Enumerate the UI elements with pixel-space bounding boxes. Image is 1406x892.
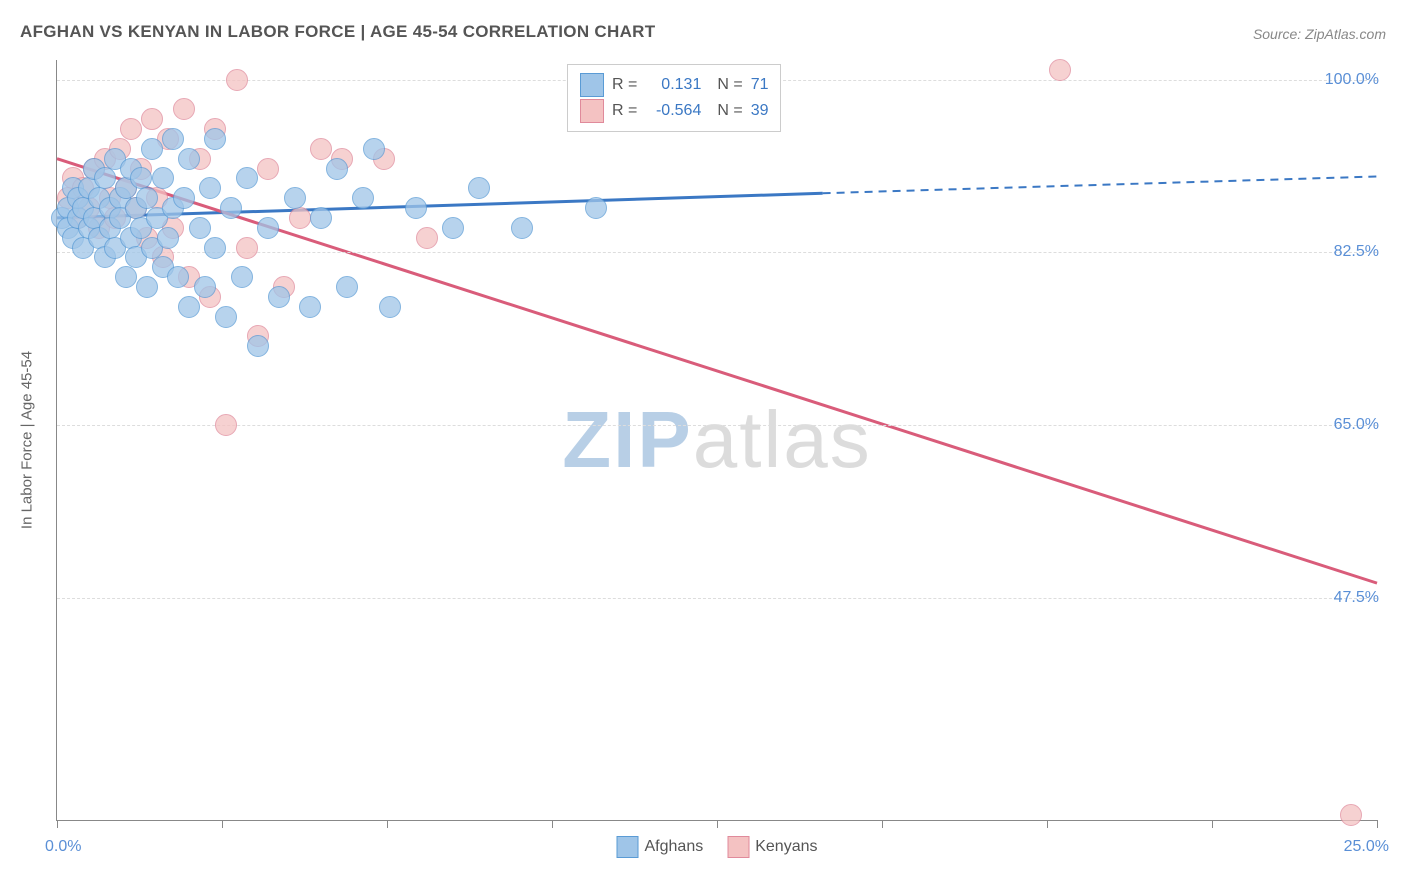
stats-a-r-value: 0.131: [645, 76, 701, 94]
scatter-point-b: [141, 108, 163, 130]
x-tick: [882, 820, 883, 828]
scatter-point-b: [1049, 59, 1071, 81]
scatter-point-b: [226, 69, 248, 91]
stats-b-n-label: N =: [717, 102, 742, 120]
correlation-stats-box: R = 0.131 N = 71 R = -0.564 N = 39: [567, 64, 781, 132]
scatter-point-a: [178, 148, 200, 170]
stats-swatch-b: [580, 99, 604, 123]
scatter-point-a: [204, 237, 226, 259]
x-axis-max-label: 25.0%: [1344, 838, 1389, 856]
scatter-point-b: [215, 414, 237, 436]
scatter-point-b: [120, 118, 142, 140]
scatter-point-a: [257, 217, 279, 239]
y-tick-label: 65.0%: [1334, 416, 1379, 434]
x-tick: [1212, 820, 1213, 828]
x-tick: [552, 820, 553, 828]
regression-line-b: [57, 159, 1377, 583]
scatter-point-a: [511, 217, 533, 239]
scatter-point-a: [141, 138, 163, 160]
scatter-point-a: [336, 276, 358, 298]
scatter-point-a: [268, 286, 290, 308]
source-attribution: Source: ZipAtlas.com: [1253, 26, 1386, 42]
scatter-point-a: [468, 177, 490, 199]
stats-a-n-label: N =: [717, 76, 742, 94]
stats-b-r-label: R =: [612, 102, 637, 120]
scatter-point-b: [257, 158, 279, 180]
scatter-point-a: [173, 187, 195, 209]
chart-title: AFGHAN VS KENYAN IN LABOR FORCE | AGE 45…: [20, 22, 655, 42]
y-tick-label: 100.0%: [1325, 71, 1379, 89]
scatter-point-a: [178, 296, 200, 318]
scatter-point-a: [442, 217, 464, 239]
scatter-point-a: [199, 177, 221, 199]
scatter-point-a: [379, 296, 401, 318]
legend-swatch-b: [727, 836, 749, 858]
scatter-point-a: [136, 276, 158, 298]
scatter-point-b: [416, 227, 438, 249]
scatter-point-b: [1340, 804, 1362, 826]
legend-item-a: Afghans: [617, 836, 704, 858]
scatter-point-a: [94, 167, 116, 189]
scatter-point-b: [289, 207, 311, 229]
scatter-point-a: [363, 138, 385, 160]
stats-b-n-value: 39: [751, 102, 769, 120]
legend-item-b: Kenyans: [727, 836, 817, 858]
scatter-point-a: [194, 276, 216, 298]
stats-row-a: R = 0.131 N = 71: [580, 73, 768, 97]
regression-line-a-dashed: [823, 176, 1377, 193]
scatter-point-b: [310, 138, 332, 160]
x-tick: [1047, 820, 1048, 828]
scatter-point-a: [130, 167, 152, 189]
x-tick: [1377, 820, 1378, 828]
scatter-point-a: [231, 266, 253, 288]
scatter-point-a: [162, 128, 184, 150]
stats-a-n-value: 71: [751, 76, 769, 94]
scatter-point-a: [204, 128, 226, 150]
scatter-point-a: [115, 266, 137, 288]
scatter-point-a: [167, 266, 189, 288]
scatter-point-a: [405, 197, 427, 219]
scatter-point-a: [284, 187, 306, 209]
y-tick-label: 82.5%: [1334, 243, 1379, 261]
stats-a-r-label: R =: [612, 76, 637, 94]
y-tick-label: 47.5%: [1334, 589, 1379, 607]
scatter-point-a: [299, 296, 321, 318]
x-tick: [57, 820, 58, 828]
scatter-point-a: [220, 197, 242, 219]
legend-label-a: Afghans: [645, 838, 704, 855]
x-axis-min-label: 0.0%: [45, 838, 81, 856]
legend-swatch-a: [617, 836, 639, 858]
scatter-point-b: [173, 98, 195, 120]
scatter-point-a: [247, 335, 269, 357]
stats-swatch-a: [580, 73, 604, 97]
plot-area: In Labor Force | Age 45-54 ZIPatlas 47.5…: [56, 60, 1377, 821]
scatter-point-b: [236, 237, 258, 259]
x-tick: [387, 820, 388, 828]
stats-b-r-value: -0.564: [645, 102, 701, 120]
legend-bottom: Afghans Kenyans: [617, 836, 818, 858]
scatter-point-a: [215, 306, 237, 328]
x-tick: [717, 820, 718, 828]
scatter-point-a: [310, 207, 332, 229]
scatter-point-a: [236, 167, 258, 189]
scatter-point-a: [152, 167, 174, 189]
stats-row-b: R = -0.564 N = 39: [580, 99, 768, 123]
gridline: [57, 598, 1377, 599]
scatter-point-a: [326, 158, 348, 180]
scatter-point-a: [585, 197, 607, 219]
legend-label-b: Kenyans: [755, 838, 817, 855]
scatter-point-a: [189, 217, 211, 239]
gridline: [57, 425, 1377, 426]
scatter-point-a: [352, 187, 374, 209]
y-axis-title: In Labor Force | Age 45-54: [19, 351, 36, 529]
scatter-point-a: [157, 227, 179, 249]
x-tick: [222, 820, 223, 828]
scatter-point-a: [136, 187, 158, 209]
